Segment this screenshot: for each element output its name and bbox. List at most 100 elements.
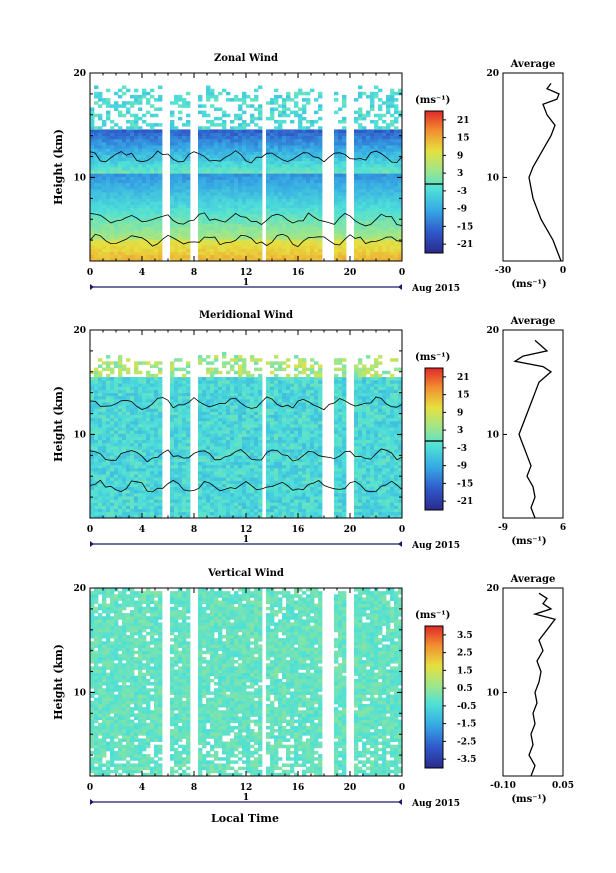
heatmap-cell (206, 467, 211, 472)
heatmap-cell (270, 192, 275, 196)
heatmap-cell (94, 195, 99, 199)
heatmap-cell (382, 226, 387, 231)
heatmap-cell (174, 420, 179, 425)
heatmap-cell (306, 214, 311, 218)
heatmap-cell (138, 424, 143, 428)
heatmap-cell (282, 160, 287, 165)
heatmap-cell (230, 248, 235, 252)
date-label: Aug 2015 (411, 284, 460, 294)
heatmap-cell (202, 248, 207, 252)
heatmap-cell (282, 251, 287, 256)
heatmap-cell (254, 217, 259, 221)
heatmap-cell (170, 489, 175, 494)
heatmap-cell (258, 198, 263, 202)
heatmap-cell (202, 461, 207, 466)
heatmap-cell (246, 210, 251, 215)
heatmap-cell (126, 486, 131, 491)
heatmap-cell (230, 145, 235, 149)
heatmap-cell (234, 480, 239, 484)
heatmap-cell (210, 402, 215, 406)
heatmap-cell (306, 242, 311, 246)
heatmap-cell (354, 182, 359, 187)
heatmap-cell (278, 245, 283, 249)
heatmap-cell (118, 411, 123, 415)
heatmap-cell (314, 148, 319, 152)
heatmap-cell (234, 179, 239, 184)
heatmap-cell (206, 148, 211, 152)
heatmap-cell (218, 245, 223, 249)
heatmap-cell (114, 179, 119, 184)
heatmap-cell (182, 430, 187, 434)
heatmap-cell (318, 220, 323, 224)
heatmap-cell (130, 395, 135, 400)
heatmap-cell (310, 229, 315, 234)
heatmap-cell (106, 226, 111, 231)
heatmap-cell (94, 455, 99, 459)
heatmap-cell (266, 173, 271, 177)
heatmap-cell (126, 141, 131, 146)
heatmap-cell (110, 383, 115, 387)
heatmap-cell (286, 220, 291, 224)
heatmap-cell (306, 207, 311, 212)
heatmap-cell (334, 98, 339, 102)
heatmap-cell (150, 414, 155, 419)
heatmap-cell (246, 141, 251, 146)
heatmap-cell (122, 377, 127, 381)
heatmap-cell (142, 185, 147, 190)
heatmap-cell (126, 417, 131, 422)
heatmap-cell (146, 192, 151, 196)
heatmap-cell (378, 192, 383, 196)
heatmap-cell (246, 232, 251, 237)
heatmap-cell (282, 151, 287, 155)
heatmap-cell (210, 141, 215, 146)
heatmap-cell (206, 414, 211, 419)
heatmap-cell (354, 151, 359, 155)
heatmap-cell (230, 458, 235, 462)
heatmap-cell (398, 167, 403, 171)
heatmap-cell (170, 430, 175, 434)
heatmap-cell (390, 94, 395, 99)
heatmap-cell (90, 201, 95, 205)
heatmap-cell (174, 483, 179, 488)
heatmap-cell (102, 251, 107, 256)
heatmap-cell (122, 474, 127, 478)
heatmap-cell (90, 170, 95, 174)
heatmap-cell (134, 220, 139, 224)
heatmap-cell (298, 210, 303, 215)
heatmap-cell (106, 195, 111, 199)
heatmap-cell (186, 370, 191, 375)
heatmap-cell (150, 201, 155, 205)
heatmap-cell (134, 383, 139, 387)
heatmap-cell (90, 151, 95, 155)
heatmap-cell (130, 192, 135, 196)
heatmap-cell (98, 386, 103, 390)
heatmap-cell (238, 458, 243, 462)
heatmap-cell (230, 245, 235, 249)
heatmap-cell (378, 235, 383, 240)
heatmap-cell (218, 192, 223, 196)
heatmap-cell (198, 439, 203, 444)
heatmap-cell (122, 505, 127, 509)
heatmap-cell (274, 251, 279, 256)
heatmap-cell (122, 492, 127, 497)
heatmap-cell (394, 138, 399, 143)
heatmap-cell (310, 179, 315, 184)
heatmap-cell (298, 135, 303, 140)
heatmap-cell (178, 486, 183, 491)
heatmap-cell (318, 198, 323, 202)
heatmap-cell (150, 104, 155, 108)
heatmap-cell (138, 436, 143, 441)
heatmap-cell (374, 223, 379, 227)
heatmap-cell (358, 195, 363, 199)
heatmap-cell (202, 389, 207, 394)
heatmap-cell (394, 167, 399, 171)
heatmap-cell (134, 389, 139, 394)
heatmap-cell (370, 257, 375, 262)
heatmap-cell (178, 129, 183, 133)
heatmap-cell (226, 408, 231, 412)
heatmap-cell (394, 126, 399, 130)
heatmap-cell (130, 499, 135, 503)
heatmap-cell (222, 461, 227, 466)
heatmap-cell (254, 138, 259, 143)
heatmap-cell (126, 226, 131, 231)
